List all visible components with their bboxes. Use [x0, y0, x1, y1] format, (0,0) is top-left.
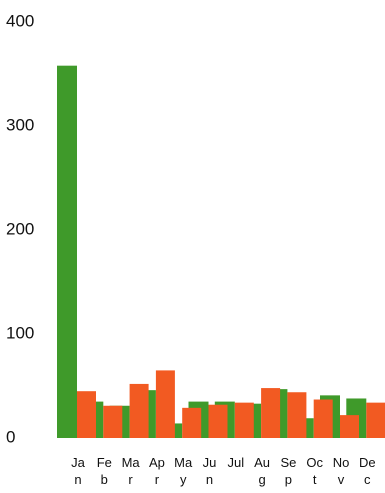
bar: [103, 405, 123, 438]
y-tick-label: 400: [6, 11, 34, 30]
x-tick-label: Dec: [358, 455, 376, 487]
y-tick-label: 100: [6, 323, 34, 342]
bar: [313, 399, 333, 438]
x-tick-label: Jun: [202, 455, 217, 487]
x-tick-label: Feb: [96, 455, 112, 487]
bar: [182, 407, 202, 438]
bar: [366, 402, 385, 438]
y-tick-label: 0: [6, 427, 15, 446]
x-tick-label: Apr: [148, 455, 165, 487]
y-tick-label: 200: [6, 219, 34, 238]
bar: [287, 392, 307, 438]
bar: [129, 383, 149, 438]
x-tick-label: Nov: [332, 455, 350, 487]
x-tick-label: Oct: [306, 455, 323, 487]
bar: [155, 370, 175, 438]
x-tick-label: May: [174, 455, 193, 487]
y-tick-label: 300: [6, 115, 34, 134]
bar: [57, 65, 77, 439]
x-tick-label: Mar: [121, 455, 140, 487]
bar: [208, 404, 228, 438]
x-tick-label: Aug: [254, 455, 271, 487]
x-tick-label: Jan: [71, 455, 85, 487]
bar: [77, 391, 96, 438]
bar: [234, 402, 254, 438]
x-tick-label: Sep: [280, 455, 297, 487]
x-tick-label: Jul: [227, 455, 245, 470]
bar: [340, 415, 359, 438]
bar: [261, 388, 281, 438]
